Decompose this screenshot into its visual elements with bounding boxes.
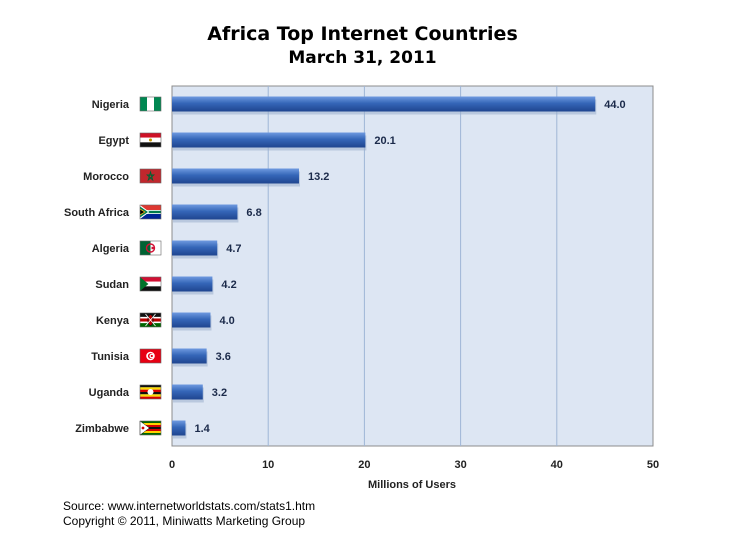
bar [172, 204, 238, 220]
bar [172, 132, 366, 148]
bar [172, 312, 211, 328]
x-tick-label: 30 [454, 459, 466, 471]
value-label: 44.0 [604, 99, 625, 111]
egypt-flag-icon [139, 132, 162, 148]
flags [139, 96, 162, 436]
south-africa-flag-icon [139, 204, 162, 220]
x-tick-labels: 0 10 20 30 40 50 [169, 459, 659, 471]
category-label: Tunisia [91, 351, 130, 363]
morocco-flag-icon [139, 168, 162, 184]
bars [172, 96, 597, 439]
source-text: Source: www.internetworldstats.com/stats… [63, 499, 316, 513]
category-label: Uganda [89, 387, 130, 399]
value-label: 3.6 [216, 351, 231, 363]
category-label: Algeria [92, 243, 130, 255]
x-tick-label: 10 [262, 459, 274, 471]
nigeria-flag-icon [139, 96, 162, 112]
kenya-flag-icon [139, 312, 162, 328]
value-labels: 44.0 20.1 13.2 6.8 4.7 4.2 4.0 3.6 3.2 1.4 [194, 99, 625, 435]
uganda-flag-icon [139, 384, 162, 400]
copyright-text: Copyright © 2011, Miniwatts Marketing Gr… [63, 514, 306, 528]
value-label: 4.0 [219, 315, 234, 327]
tunisia-flag-icon [139, 348, 162, 364]
bar [172, 96, 596, 112]
category-labels: Nigeria Egypt Morocco South Africa Algeria Su… [64, 99, 130, 435]
chart-subtitle: March 31, 2011 [288, 48, 437, 68]
zimbabwe-flag-icon [139, 420, 162, 436]
value-label: 4.7 [226, 243, 241, 255]
value-label: 13.2 [308, 171, 329, 183]
bar [172, 384, 203, 400]
x-tick-label: 0 [169, 459, 175, 471]
bar [172, 420, 186, 436]
category-label: Egypt [98, 135, 129, 147]
x-tick-label: 20 [358, 459, 370, 471]
value-label: 20.1 [374, 135, 395, 147]
x-axis-label: Millions of Users [368, 479, 456, 491]
value-label: 6.8 [246, 207, 261, 219]
x-tick-label: 40 [551, 459, 563, 471]
value-label: 3.2 [212, 387, 227, 399]
bar [172, 348, 207, 364]
algeria-flag-icon [139, 240, 162, 256]
category-label: Morocco [83, 171, 129, 183]
category-label: Nigeria [92, 99, 130, 111]
value-label: 4.2 [221, 279, 236, 291]
category-label: Kenya [96, 315, 130, 327]
bar [172, 276, 213, 292]
sudan-flag-icon [139, 276, 162, 292]
chart-title: Africa Top Internet Countries [207, 23, 518, 45]
bar [172, 240, 218, 256]
category-label: South Africa [64, 207, 130, 219]
value-label: 1.4 [194, 423, 210, 435]
x-tick-label: 50 [647, 459, 659, 471]
category-label: Zimbabwe [75, 423, 129, 435]
bar [172, 168, 299, 184]
category-label: Sudan [95, 279, 129, 291]
